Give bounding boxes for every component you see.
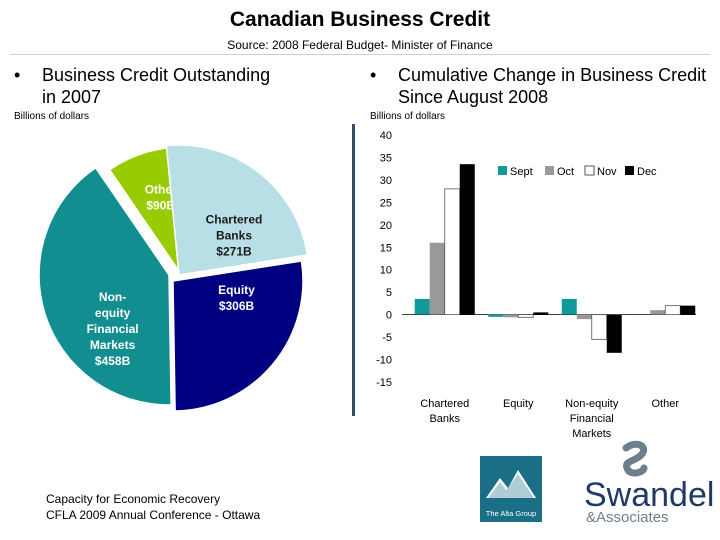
swan-icon [622, 440, 648, 477]
bullet-marker: • [14, 65, 21, 85]
y-tick-label: 10 [380, 265, 392, 277]
x-category-label: Other [651, 398, 679, 410]
footer: Capacity for Economic Recovery CFLA 2009… [46, 491, 260, 523]
bar-oct [429, 242, 445, 315]
y-tick-label: 5 [386, 287, 392, 299]
pie-label-other: $90B [146, 199, 175, 213]
bar-sept [561, 298, 577, 315]
legend-swatch-oct [545, 166, 554, 175]
page-title: Canadian Business Credit [229, 8, 491, 31]
bar-dec [680, 305, 696, 315]
y-tick-label: -5 [382, 332, 392, 344]
source-note: Source: 2008 Federal Budget- Minister of… [227, 38, 493, 52]
bar-oct [503, 314, 519, 318]
legend-swatch-nov [584, 165, 595, 176]
legend-label-oct: Oct [557, 166, 574, 178]
pie-heading-line2: in 2007 [42, 87, 102, 107]
pie-heading-line1: Business Credit Outstanding [42, 65, 271, 85]
pie-label-nonequity: $458B [95, 354, 131, 368]
mountain-icon [486, 470, 536, 498]
pie-slice-nonequity [38, 166, 172, 406]
bar-heading: • Cumulative Change in Business Credit Si… [370, 64, 710, 108]
bar-dec [606, 314, 622, 353]
y-tick-label: 35 [380, 152, 392, 164]
y-tick-label: 25 [380, 197, 392, 209]
legend-swatch-sept [498, 166, 507, 175]
bar-nov [444, 188, 461, 316]
y-tick-label: 15 [380, 242, 392, 254]
bar-sept [414, 298, 430, 315]
pie-label-equity: Equity [218, 283, 255, 297]
alta-group-logo: The Alta Group [480, 456, 542, 522]
legend-swatch-dec [625, 166, 634, 175]
x-category-label: Financial [570, 413, 614, 425]
bar-nov [517, 314, 534, 318]
bar-dec [533, 312, 549, 315]
y-tick-label: 20 [380, 220, 392, 232]
panel-divider [352, 124, 355, 416]
bar-oct [576, 314, 592, 320]
swandel-logo: Swandel &Associates [584, 440, 714, 526]
pie-label-nonequity: Markets [90, 338, 136, 352]
legend-label-dec: Dec [637, 166, 657, 178]
header-divider [10, 54, 710, 55]
x-category-label: Markets [572, 428, 612, 440]
pie-slice-equity [172, 260, 304, 412]
pie-label-nonequity: equity [95, 306, 131, 320]
swandel-wordmark: Swandel [584, 476, 714, 514]
pie-label-equity: $306B [219, 299, 255, 313]
y-tick-label: 40 [380, 130, 392, 142]
pie-label-nonequity: Non- [99, 290, 126, 304]
x-category-label: Equity [503, 398, 534, 410]
pie-slice-banks [165, 144, 309, 276]
alta-logo-text: The Alta Group [486, 509, 536, 518]
x-category-label: Chartered [420, 398, 469, 410]
y-tick-label: 0 [386, 310, 392, 322]
bar-nov [664, 305, 681, 316]
bar-oct [650, 310, 666, 315]
pie-unit-label: Billions of dollars [14, 111, 90, 122]
bar-dec [459, 164, 475, 315]
pie-label-banks: Chartered [206, 213, 263, 227]
bar-heading-line1: Cumulative Change in Business Credit [398, 65, 707, 85]
bar-heading-line2: Since August 2008 [398, 87, 549, 107]
footer-line2: CFLA 2009 Annual Conference - Ottawa [46, 508, 261, 522]
bar-sept [488, 314, 504, 317]
pie-heading: • Business Credit Outstanding in 2007 [14, 64, 334, 108]
associates-wordmark: &Associates [586, 509, 669, 526]
pie-label-banks: $271B [216, 245, 252, 259]
y-tick-label: -15 [376, 377, 392, 389]
bullet-marker: • [370, 65, 377, 85]
x-category-label: Non-equity [565, 398, 619, 410]
legend-label-nov: Nov [597, 166, 617, 178]
footer-line1: Capacity for Economic Recovery [46, 492, 221, 506]
pie-label-banks: Banks [216, 229, 252, 243]
bar-unit-label: Billions of dollars [370, 111, 446, 122]
y-tick-label: -10 [376, 355, 392, 367]
pie-chart: Other $90B Chartered Banks $271B Equity $306B N… [38, 144, 309, 412]
legend-label-sept: Sept [510, 166, 533, 178]
x-category-label: Banks [429, 413, 460, 425]
pie-label-nonequity: Financial [87, 322, 139, 336]
y-tick-label: 30 [380, 175, 392, 187]
bar-nov [591, 314, 608, 340]
pie-label-other: Other [145, 183, 177, 197]
bar-chart: 40 35 30 25 20 15 10 5 0 -5 -10 -15 Chartered Banks Eq… [376, 130, 696, 440]
